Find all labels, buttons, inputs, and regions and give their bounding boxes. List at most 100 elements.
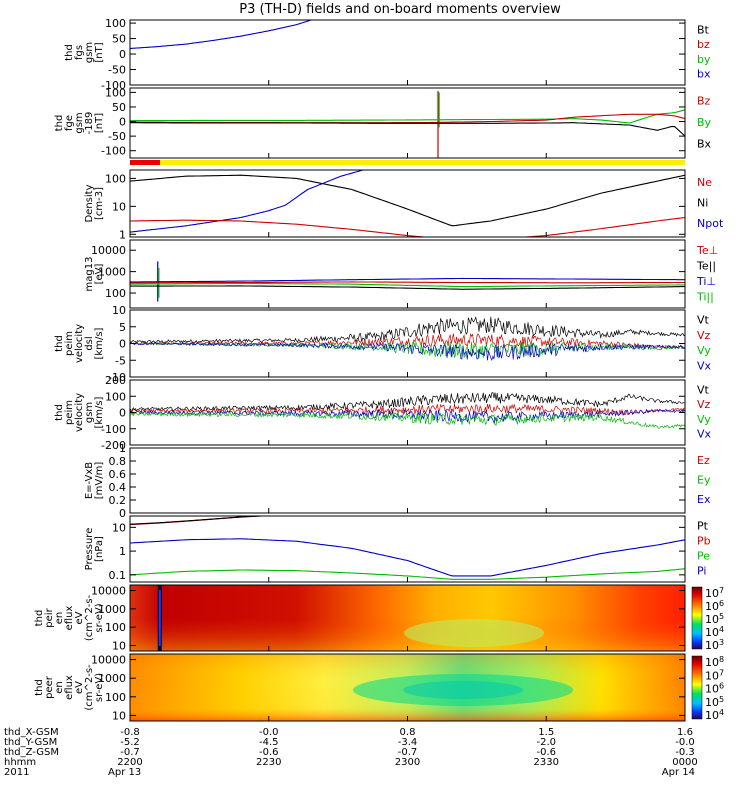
peer-ytick-label: 10000 (91, 654, 126, 667)
peer-plot-area (130, 654, 685, 721)
fgs-ylabel-line: thd (64, 44, 75, 61)
pressure-series-Pe (130, 568, 685, 580)
efield-ytick-label: 0.2 (109, 494, 127, 507)
peer-ylabel-line: sr-eV) (94, 673, 105, 702)
peir-ytick-label: 10000 (91, 585, 126, 598)
fge-ytick-label: 100 (105, 86, 126, 99)
density-ytick-label: 10 (112, 200, 126, 213)
peim_dsl-ylabel-line: thd (54, 335, 65, 352)
density-series-Npot (130, 170, 364, 233)
temperature-legend-entry: Ti|| (696, 290, 714, 303)
time-axis-value: -4.5 (259, 737, 279, 748)
fgs-ytick-label: -100 (101, 79, 126, 92)
peer-ylabel-line: thd (34, 679, 45, 696)
efield-legend-entry: Ey (697, 474, 711, 487)
fge-ytick-label: 50 (112, 101, 126, 114)
time-axis-value: -0.0 (259, 727, 279, 738)
fge-plot-area (130, 90, 685, 158)
fge-legend-entry: By (697, 116, 712, 129)
fgs-legend-entry: bx (697, 68, 711, 81)
peim_dsl-ytick-label: -5 (115, 354, 126, 367)
temperature-frame (129, 239, 686, 309)
peim_gsm-series-Vt (130, 392, 685, 412)
peim_gsm-legend-entry: Vx (697, 428, 712, 441)
fge-ylabel-line: gsm (74, 112, 85, 133)
time-axis-row-label: thd_X-GSM (4, 727, 59, 738)
peim_dsl-series-Vz (130, 333, 685, 350)
fge-legend-entry: Bz (697, 95, 711, 108)
time-axis-value: -5.2 (120, 737, 140, 748)
pressure-plot-area (130, 516, 685, 580)
peir-colorbar-tick-label: 106 (705, 599, 724, 613)
time-axis-value: 2230 (256, 757, 281, 768)
fgs-ytick-label: 100 (105, 17, 126, 30)
pressure-ylabel-line: [nPa] (94, 536, 105, 562)
fge-ytick-label: 0 (119, 116, 126, 129)
temperature-series-Ti|| (130, 282, 685, 288)
time-axis-value: -0.0 (675, 737, 695, 748)
peer-low-flux-core (403, 681, 523, 699)
temperature-ylabel-line: mag13 (84, 257, 95, 292)
temperature-legend-entry: Ti⊥ (696, 275, 716, 288)
density-ytick-label: 1 (119, 228, 126, 241)
peir-ylabel-line: en (54, 612, 65, 625)
peir-ylabel-line: thd (34, 610, 45, 627)
peer-ylabel-line: eflux (64, 675, 75, 700)
efield-frame (129, 447, 686, 514)
peim_gsm-series-Vy (130, 411, 685, 429)
peir-ylabel-line: (cm^2-s- (84, 594, 95, 641)
peir-plot-area (130, 585, 685, 651)
peir-colorbar-tick-label: 105 (705, 612, 724, 626)
peir-colorbar (691, 586, 703, 650)
peer-ytick-label: 100 (105, 691, 126, 704)
fgs-ytick-label: 0 (119, 48, 126, 61)
efield-ytick-label: 0 (119, 507, 126, 520)
fge-ylabel-line: -189 (84, 112, 95, 135)
peir-ytick-label: 1000 (98, 603, 126, 616)
time-axis-row-label: thd_Z-GSM (4, 747, 59, 758)
fgs-ytick-label: -50 (108, 64, 126, 77)
fge-ytick-label: -100 (101, 145, 126, 158)
time-axis-value: -2.0 (536, 737, 556, 748)
peim_gsm-ylabel-line: velocity (74, 393, 85, 432)
pressure-ytick-label: 1 (119, 545, 126, 558)
time-axis-value: -0.8 (120, 727, 140, 738)
peim_gsm-ytick-label: -100 (101, 423, 126, 436)
pressure-legend-entry: Pe (697, 550, 710, 563)
time-axis-row-label: thd_Y-GSM (4, 737, 57, 748)
pressure-series-Pi (130, 538, 685, 577)
time-axis-value: Apr 14 (662, 767, 695, 778)
time-axis-value: -0.6 (536, 747, 556, 758)
pressure-legend-entry: Pi (697, 565, 706, 578)
peim_gsm-ytick-label: -200 (101, 439, 126, 452)
fgs-ylabel-line: [nT] (94, 42, 105, 62)
time-axis-value: 2330 (534, 757, 559, 768)
time-axis-row-label: hhmm (4, 757, 36, 768)
efield-ytick-label: 1 (119, 442, 126, 455)
fgs-series-bx (130, 20, 313, 50)
temperature-legend-entry: Te|| (696, 259, 716, 272)
peer-ylabel-line: en (54, 681, 65, 694)
temperature-ytick-label: 10000 (91, 244, 126, 257)
peer-ylabel-line: (cm^2-s- (84, 664, 95, 711)
peim_gsm-ylabel-line: [km/s] (94, 396, 105, 428)
peir-ylabel-line: eflux (64, 606, 75, 631)
pressure-frame (129, 515, 686, 583)
fgs-plot-area (130, 20, 313, 50)
peir-ytick-label: 10 (112, 640, 126, 653)
time-axis-row-label: 2011 (4, 767, 29, 778)
density-ylabel-line: Density (84, 184, 95, 222)
efield-ylabel-line: E=-VxB (84, 462, 95, 499)
time-axis-value: 2200 (117, 757, 142, 768)
peim_dsl-legend-entry: Vy (697, 344, 711, 357)
peim_dsl-series-Vx (130, 342, 685, 361)
density-plot-area (130, 170, 685, 237)
peim_dsl-plot-area (130, 316, 685, 361)
fgs-ylabel-line: fgs (74, 45, 85, 60)
peer-ytick-label: 10 (112, 709, 126, 722)
fgs-frame (129, 19, 686, 86)
peir-ylabel-line: peir (44, 607, 55, 627)
peim_dsl-legend-entry: Vt (697, 314, 710, 327)
peir-low-flux-blob (404, 619, 545, 647)
time-axis-value: -0.7 (398, 747, 418, 758)
